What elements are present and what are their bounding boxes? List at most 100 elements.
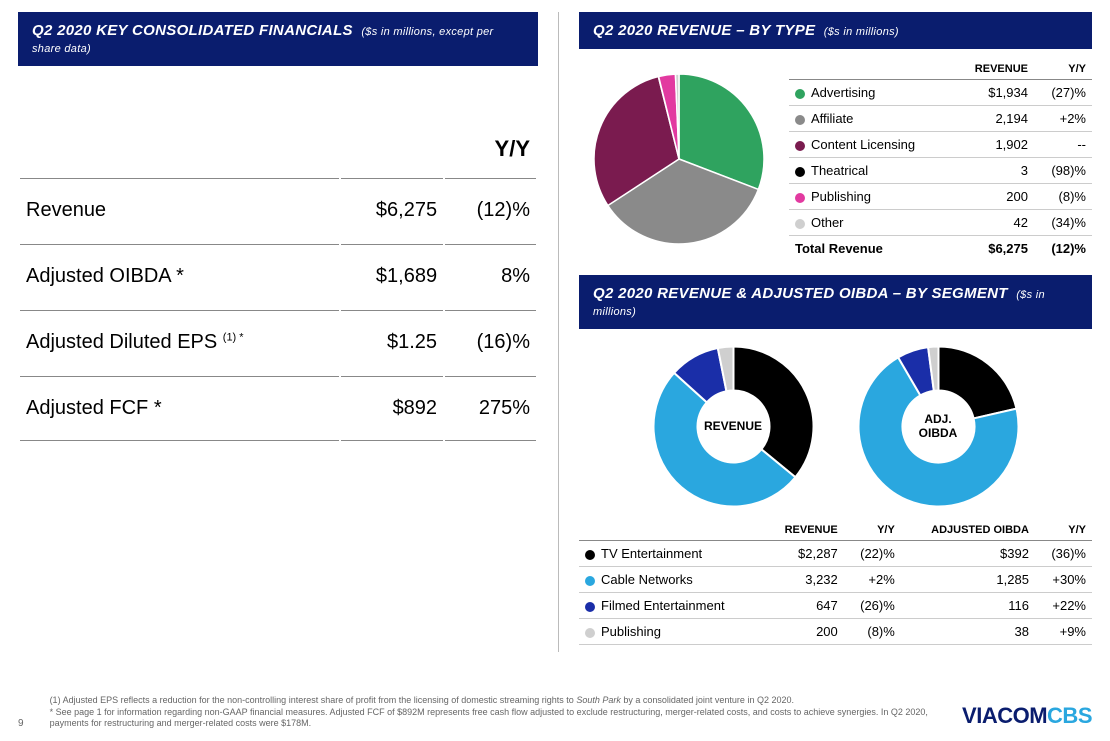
oibda-donut-wrap: ADJ.OIBDA xyxy=(851,339,1026,514)
fin-yoy: (12)% xyxy=(445,178,536,242)
financials-row: Adjusted FCF *$892275% xyxy=(20,376,536,441)
fin-value: $1.25 xyxy=(341,310,443,374)
type-swatch xyxy=(795,167,805,177)
fin-value: $1,689 xyxy=(341,244,443,308)
left-column: Q2 2020 KEY CONSOLIDATED FINANCIALS ($s … xyxy=(18,12,558,660)
type-row: Publishing200(8)% xyxy=(789,184,1092,210)
revenue-donut-wrap: REVENUE xyxy=(646,339,821,514)
type-row: Theatrical3(98)% xyxy=(789,158,1092,184)
fin-value: $892 xyxy=(341,376,443,441)
seg-rev-yoy: (22)% xyxy=(844,541,901,567)
segment-donuts: REVENUE ADJ.OIBDA xyxy=(579,339,1092,514)
oibda-donut-label: ADJ.OIBDA xyxy=(851,339,1026,514)
seg-yoy-header: Y/Y xyxy=(844,520,901,541)
seg-label: Publishing xyxy=(579,619,764,645)
brand-viacom: VIACOM xyxy=(962,703,1047,728)
footnote-1: (1) Adjusted EPS reflects a reduction fo… xyxy=(50,695,942,706)
seg-oibda: 1,285 xyxy=(901,567,1035,593)
segment-table: REVENUE Y/Y ADJUSTED OIBDA Y/Y TV Entert… xyxy=(579,520,1092,645)
fin-value: $6,275 xyxy=(341,178,443,242)
seg-swatch xyxy=(585,576,595,586)
seg-rev-yoy: (26)% xyxy=(844,593,901,619)
seg-swatch xyxy=(585,628,595,638)
seg-swatch xyxy=(585,602,595,612)
financials-row: Adjusted Diluted EPS (1) *$1.25(16)% xyxy=(20,310,536,374)
seg-oibda: $392 xyxy=(901,541,1035,567)
by-segment-title: Q2 2020 REVENUE & ADJUSTED OIBDA – BY SE… xyxy=(593,285,1008,302)
type-swatch xyxy=(795,89,805,99)
financials-row: Adjusted OIBDA *$1,6898% xyxy=(20,244,536,308)
type-revenue: 2,194 xyxy=(953,106,1034,132)
revenue-by-type-table: REVENUE Y/Y Advertising$1,934(27)%Affili… xyxy=(789,59,1092,261)
left-title: Q2 2020 KEY CONSOLIDATED FINANCIALS xyxy=(32,22,353,39)
type-yoy: (34)% xyxy=(1034,210,1092,236)
segment-row: Filmed Entertainment647(26)%116+22% xyxy=(579,593,1092,619)
by-segment-header: Q2 2020 REVENUE & ADJUSTED OIBDA – BY SE… xyxy=(579,275,1092,329)
seg-oibda: 38 xyxy=(901,619,1035,645)
seg-revenue: $2,287 xyxy=(764,541,844,567)
footnote-1-pre: (1) Adjusted EPS reflects a reduction fo… xyxy=(50,695,577,705)
seg-revenue: 647 xyxy=(764,593,844,619)
type-total-label: Total Revenue xyxy=(789,236,953,262)
type-yoy: (98)% xyxy=(1034,158,1092,184)
financials-table: Y/Y Revenue$6,275(12)%Adjusted OIBDA *$1… xyxy=(18,126,538,443)
fin-yoy: (16)% xyxy=(445,310,536,374)
type-row: Other42(34)% xyxy=(789,210,1092,236)
by-type-title: Q2 2020 REVENUE – BY TYPE xyxy=(593,22,815,39)
segment-row: TV Entertainment$2,287(22)%$392(36)% xyxy=(579,541,1092,567)
seg-revenue-header: REVENUE xyxy=(764,520,844,541)
type-swatch xyxy=(795,193,805,203)
seg-rev-yoy: (8)% xyxy=(844,619,901,645)
segment-row: Publishing200(8)%38+9% xyxy=(579,619,1092,645)
right-column: Q2 2020 REVENUE – BY TYPE ($s in million… xyxy=(559,12,1092,660)
by-type-header: Q2 2020 REVENUE – BY TYPE ($s in million… xyxy=(579,12,1092,49)
fin-label: Adjusted OIBDA * xyxy=(20,244,339,308)
seg-revenue: 200 xyxy=(764,619,844,645)
brand-cbs: CBS xyxy=(1047,703,1092,728)
footnote-1-em: South Park xyxy=(576,695,621,705)
page-number: 9 xyxy=(18,718,24,729)
footnote-1-post: by a consolidated joint venture in Q2 20… xyxy=(621,695,794,705)
brand-logo: VIACOMCBS xyxy=(962,703,1092,729)
seg-label: Filmed Entertainment xyxy=(579,593,764,619)
seg-label: Cable Networks xyxy=(579,567,764,593)
type-yoy: (8)% xyxy=(1034,184,1092,210)
type-revenue: $1,934 xyxy=(953,80,1034,106)
seg-label: TV Entertainment xyxy=(579,541,764,567)
revenue-donut-label: REVENUE xyxy=(646,339,821,514)
footnote-2: * See page 1 for information regarding n… xyxy=(50,707,942,730)
type-revenue: 42 xyxy=(953,210,1034,236)
type-yoy-header: Y/Y xyxy=(1034,59,1092,80)
type-revenue: 200 xyxy=(953,184,1034,210)
seg-revenue: 3,232 xyxy=(764,567,844,593)
seg-oibda-yoy: +22% xyxy=(1035,593,1092,619)
fin-label: Adjusted Diluted EPS (1) * xyxy=(20,310,339,374)
type-label: Affiliate xyxy=(789,106,953,132)
fin-yoy: 275% xyxy=(445,376,536,441)
fin-label: Revenue xyxy=(20,178,339,242)
type-swatch xyxy=(795,219,805,229)
type-row: Content Licensing1,902-- xyxy=(789,132,1092,158)
type-yoy: +2% xyxy=(1034,106,1092,132)
type-swatch xyxy=(795,141,805,151)
fin-yoy: 8% xyxy=(445,244,536,308)
type-label: Theatrical xyxy=(789,158,953,184)
type-row: Affiliate2,194+2% xyxy=(789,106,1092,132)
type-revenue: 1,902 xyxy=(953,132,1034,158)
by-type-content: REVENUE Y/Y Advertising$1,934(27)%Affili… xyxy=(579,59,1092,261)
seg-adj-yoy-header: Y/Y xyxy=(1035,520,1092,541)
type-label: Publishing xyxy=(789,184,953,210)
fin-label: Adjusted FCF * xyxy=(20,376,339,441)
type-yoy: (27)% xyxy=(1034,80,1092,106)
page-footer: 9 (1) Adjusted EPS reflects a reduction … xyxy=(18,695,1092,729)
seg-oibda-yoy: (36)% xyxy=(1035,541,1092,567)
revenue-by-type-pie-chart xyxy=(579,59,779,259)
seg-swatch xyxy=(585,550,595,560)
seg-rev-yoy: +2% xyxy=(844,567,901,593)
type-swatch xyxy=(795,115,805,125)
footnotes: (1) Adjusted EPS reflects a reduction fo… xyxy=(50,695,942,729)
type-label: Other xyxy=(789,210,953,236)
segment-row: Cable Networks3,232+2%1,285+30% xyxy=(579,567,1092,593)
seg-oibda-yoy: +30% xyxy=(1035,567,1092,593)
seg-adj-header: ADJUSTED OIBDA xyxy=(901,520,1035,541)
